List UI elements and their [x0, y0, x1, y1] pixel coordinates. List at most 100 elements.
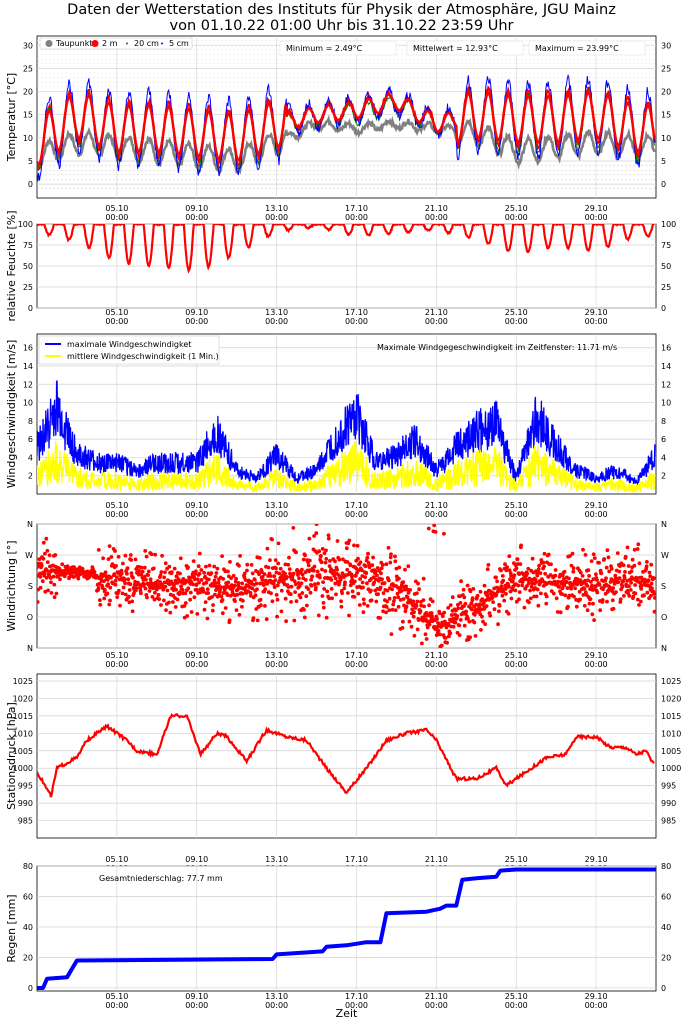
wind-direction-point [448, 603, 453, 607]
wind-direction-point [384, 562, 389, 567]
wind-direction-point [518, 562, 523, 566]
x-tick-time: 00:00 [585, 317, 608, 326]
wind-direction-point [160, 553, 165, 558]
wind-direction-point [401, 619, 405, 624]
wind-direction-point [270, 599, 275, 604]
wind-direction-point [646, 578, 651, 582]
wind-direction-point [38, 585, 43, 590]
wind-direction-point [215, 566, 220, 571]
x-tick-label: 21.10 [425, 501, 448, 510]
wind-direction-point [345, 567, 350, 572]
wind-direction-point [499, 568, 503, 573]
wind-direction-point [442, 610, 447, 615]
wind-direction-point [258, 581, 263, 586]
temp-2m-line [37, 90, 656, 166]
wind-direction-point [129, 571, 134, 575]
y-tick-label-left: 1010 [13, 729, 33, 738]
wind-direction-point [213, 581, 218, 585]
x-tick-label: 09.10 [185, 855, 208, 864]
y-tick-label-right: 0 [661, 304, 666, 313]
wind-direction-point [629, 569, 634, 574]
wind-direction-point [468, 589, 473, 594]
wind-direction-point [174, 574, 179, 579]
y-tick-label-left: 40 [23, 923, 33, 932]
legend-label: 5 cm [169, 39, 189, 48]
wind-direction-point [279, 578, 283, 583]
y-tick-label-left: 14 [23, 362, 33, 371]
wind-direction-point [585, 608, 590, 613]
wind-mean-series [37, 440, 656, 494]
wind-direction-point [287, 555, 291, 560]
wind-direction-point [396, 595, 401, 600]
wind-direction-point [202, 607, 207, 612]
wind-direction-point [283, 562, 288, 567]
wind-direction-point [296, 581, 301, 585]
wind-direction-point [157, 585, 162, 590]
wind-direction-point [463, 601, 468, 606]
wind-direction-point [642, 593, 646, 598]
wind-direction-point [554, 596, 559, 601]
wind-direction-point [186, 586, 191, 591]
wind-direction-point [445, 640, 449, 645]
y-tick-label-left: 15 [23, 111, 33, 120]
wind-direction-point [309, 577, 314, 582]
y-tick-label-left: 2 [28, 472, 33, 481]
wind-direction-point [284, 575, 289, 579]
wind-direction-point [621, 579, 626, 584]
wind-direction-point [607, 569, 612, 574]
wind-direction-point [374, 599, 379, 604]
wind-direction-point [180, 588, 185, 592]
wind-direction-point [597, 560, 601, 565]
wind-direction-point [384, 610, 388, 615]
wind-direction-point [92, 570, 97, 574]
wind-direction-point [299, 581, 304, 586]
wind-direction-point [348, 563, 353, 568]
wind-direction-point [167, 600, 171, 605]
wind-direction-point [396, 604, 401, 609]
wind-direction-point [116, 554, 121, 559]
y-tick-label-left: 20 [23, 953, 33, 962]
wind-direction-point [240, 604, 244, 609]
wind-direction-point [458, 601, 463, 605]
wind-direction-point [421, 576, 426, 581]
wind-direction-point [597, 582, 602, 587]
wind-direction-point [449, 613, 454, 617]
wind-direction-point [291, 526, 296, 530]
y-tick-label-right: 1010 [661, 729, 681, 738]
wind-direction-point [468, 635, 472, 640]
wind-direction-point [272, 574, 277, 579]
wind-direction-point [129, 558, 134, 562]
wind-direction-point [365, 581, 369, 586]
wind-direction-point [405, 595, 410, 600]
wind-direction-point [188, 597, 193, 602]
wind-direction-point [228, 560, 232, 564]
x-tick-time: 00:00 [345, 317, 368, 326]
wind-direction-point [411, 614, 416, 619]
y-tick-label-left: 25 [23, 64, 33, 73]
wind-direction-point [588, 597, 593, 601]
wind-direction-point [587, 574, 591, 578]
x-tick-label: 29.10 [585, 204, 608, 213]
wind-direction-point [647, 570, 652, 575]
y-tick-label-left: 4 [28, 453, 33, 462]
wind-direction-point [638, 599, 643, 604]
wind-direction-point [275, 597, 280, 602]
wind-direction-point [142, 565, 147, 570]
wind-direction-point [448, 631, 453, 636]
wind-direction-point [275, 583, 280, 588]
x-tick-time: 00:00 [265, 317, 288, 326]
y-tick-label-left: 0 [28, 180, 33, 189]
wind-direction-point [276, 561, 281, 566]
wind-direction-point [595, 590, 600, 595]
wind-direction-point [148, 577, 153, 582]
x-tick-time: 00:00 [425, 510, 448, 519]
wind-direction-point [279, 588, 284, 593]
x-tick-label: 29.10 [585, 992, 608, 1001]
wind-direction-point [458, 594, 462, 599]
wind-direction-point [578, 570, 583, 575]
wind-direction-point [526, 581, 531, 586]
wind-direction-point [37, 600, 40, 604]
wind-direction-point [515, 557, 520, 561]
wind-direction-point [424, 611, 429, 615]
